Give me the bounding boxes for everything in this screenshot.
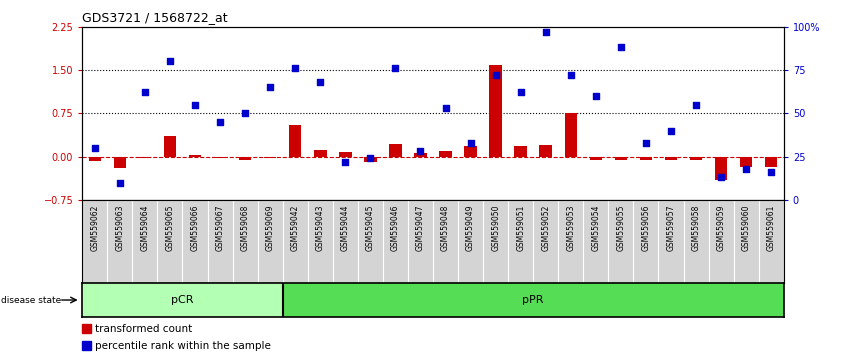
Bar [82, 283, 282, 317]
Point [488, 72, 502, 78]
Bar [615, 156, 627, 160]
Text: GSM559057: GSM559057 [667, 204, 675, 251]
Point [463, 140, 477, 145]
Bar [282, 283, 784, 317]
Bar [164, 136, 176, 156]
Bar [439, 151, 452, 156]
Point [765, 170, 779, 175]
Bar [740, 156, 753, 167]
Point [714, 175, 728, 180]
Point [740, 166, 753, 172]
Bar [82, 341, 91, 350]
Point [438, 105, 452, 111]
Bar [690, 156, 702, 160]
Bar [314, 150, 326, 156]
Text: GSM559047: GSM559047 [416, 204, 425, 251]
Text: GSM559059: GSM559059 [716, 204, 726, 251]
Text: GSM559055: GSM559055 [617, 204, 625, 251]
Point [414, 149, 428, 154]
Bar [714, 156, 727, 180]
Point [664, 128, 678, 133]
Text: GSM559056: GSM559056 [642, 204, 650, 251]
Text: GSM559066: GSM559066 [191, 204, 199, 251]
Text: GDS3721 / 1568722_at: GDS3721 / 1568722_at [82, 11, 228, 24]
Point [514, 90, 527, 95]
Point [364, 155, 378, 161]
Text: GSM559062: GSM559062 [90, 204, 100, 251]
Point [163, 58, 177, 64]
Point [313, 79, 327, 85]
Text: disease state: disease state [1, 296, 61, 304]
Bar [590, 156, 602, 160]
Bar [82, 324, 91, 333]
Text: GSM559058: GSM559058 [692, 204, 701, 251]
Text: GSM559048: GSM559048 [441, 204, 450, 251]
Point [614, 45, 628, 50]
Bar [489, 65, 502, 156]
Bar [239, 156, 251, 160]
Bar [214, 156, 226, 158]
Bar [389, 144, 402, 156]
Text: GSM559046: GSM559046 [391, 204, 400, 251]
Text: GSM559049: GSM559049 [466, 204, 475, 251]
Point [689, 102, 703, 107]
Bar [765, 156, 778, 167]
Text: GSM559045: GSM559045 [365, 204, 375, 251]
Bar [264, 156, 276, 158]
Bar [640, 156, 652, 160]
Bar [414, 153, 427, 156]
Text: GSM559068: GSM559068 [241, 204, 249, 251]
Text: GSM559050: GSM559050 [491, 204, 501, 251]
Bar [364, 156, 377, 162]
Text: GSM559052: GSM559052 [541, 204, 550, 251]
Text: GSM559053: GSM559053 [566, 204, 575, 251]
Point [138, 90, 152, 95]
Text: GSM559043: GSM559043 [316, 204, 325, 251]
Text: GSM559054: GSM559054 [591, 204, 600, 251]
Point [339, 159, 352, 165]
Bar [540, 145, 552, 156]
Bar [464, 146, 477, 156]
Text: GSM559064: GSM559064 [140, 204, 150, 251]
Text: transformed count: transformed count [94, 324, 191, 333]
Bar [289, 125, 301, 156]
Text: GSM559063: GSM559063 [115, 204, 125, 251]
Point [288, 65, 302, 71]
Point [113, 180, 126, 185]
Text: GSM559061: GSM559061 [766, 204, 776, 251]
Text: GSM559065: GSM559065 [165, 204, 174, 251]
Point [639, 140, 653, 145]
Bar [113, 156, 126, 168]
Point [389, 65, 403, 71]
Bar [139, 156, 152, 158]
Bar [189, 155, 201, 156]
Text: GSM559044: GSM559044 [341, 204, 350, 251]
Bar [339, 152, 352, 156]
Point [589, 93, 603, 99]
Text: pCR: pCR [171, 295, 194, 305]
Bar [665, 156, 677, 160]
Text: GSM559069: GSM559069 [266, 204, 275, 251]
Point [87, 145, 101, 151]
Text: GSM559060: GSM559060 [741, 204, 751, 251]
Text: GSM559067: GSM559067 [216, 204, 224, 251]
Point [213, 119, 227, 125]
Text: GSM559051: GSM559051 [516, 204, 525, 251]
Point [539, 29, 553, 35]
Point [188, 102, 202, 107]
Point [263, 84, 277, 90]
Text: pPR: pPR [522, 295, 544, 305]
Bar [514, 146, 527, 156]
Text: GSM559042: GSM559042 [291, 204, 300, 251]
Bar [88, 156, 101, 161]
Bar [565, 113, 577, 156]
Point [238, 110, 252, 116]
Point [564, 72, 578, 78]
Text: percentile rank within the sample: percentile rank within the sample [94, 341, 270, 350]
